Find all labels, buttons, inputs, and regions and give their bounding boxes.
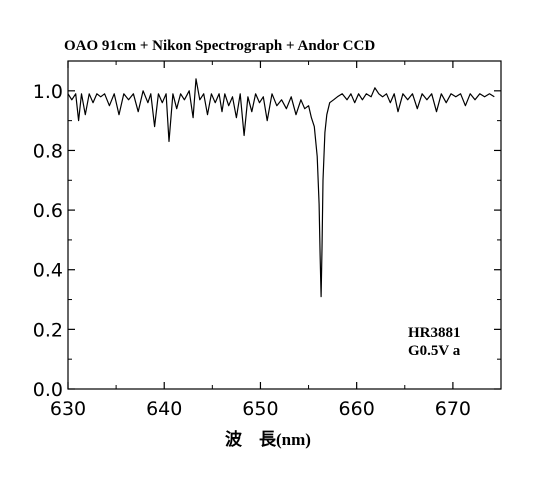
x-tick-label: 650 — [242, 398, 278, 420]
y-tick-label: 0.2 — [33, 319, 63, 341]
x-tick-label: 660 — [339, 398, 375, 420]
x-axis: 630 640 650 660 670 — [50, 61, 471, 420]
x-tick-label: 670 — [435, 398, 471, 420]
star-name-label: HR3881 — [408, 325, 461, 341]
y-tick-label: 1.0 — [33, 81, 63, 103]
spectrum-line — [67, 78, 495, 298]
y-tick-label: 0.8 — [33, 140, 63, 162]
y-tick-label: 0.0 — [33, 379, 63, 401]
y-axis: 0.0 0.2 0.4 0.6 0.8 1.0 — [33, 81, 501, 401]
y-tick-label: 0.4 — [33, 260, 63, 282]
x-tick-label: 630 — [50, 398, 86, 420]
x-axis-label: 波 長(nm) — [225, 429, 311, 449]
x-tick-label: 640 — [146, 398, 182, 420]
spectral-type-label: G0.5V a — [408, 343, 461, 359]
y-tick-label: 0.6 — [33, 200, 63, 222]
plot-frame — [67, 60, 502, 390]
chart-title: OAO 91cm + Nikon Spectrograph + Andor CC… — [64, 38, 375, 54]
